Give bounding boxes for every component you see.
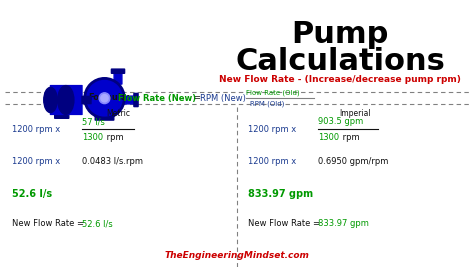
Text: 833.97 gpm: 833.97 gpm [318,219,369,229]
Text: Metric: Metric [106,109,130,118]
Text: 1200 rpm x: 1200 rpm x [12,158,60,167]
Circle shape [85,78,124,118]
Circle shape [101,95,108,102]
Text: Formula:: Formula: [88,93,130,103]
Text: 1200 rpm x: 1200 rpm x [248,124,296,134]
Text: rpm: rpm [104,132,124,142]
FancyBboxPatch shape [124,96,137,104]
FancyBboxPatch shape [111,69,125,73]
Text: 1300: 1300 [82,132,103,142]
Circle shape [99,93,110,104]
Text: Flow Rate (Old): Flow Rate (Old) [246,90,300,96]
Text: RPM (Old): RPM (Old) [250,101,284,107]
Text: TheEngineeringMindset.com: TheEngineeringMindset.com [164,250,310,260]
Text: rpm: rpm [340,132,360,142]
FancyBboxPatch shape [55,113,69,118]
Text: 0.6950 gpm/rpm: 0.6950 gpm/rpm [318,158,388,167]
FancyBboxPatch shape [95,115,114,120]
Text: =: = [193,93,200,103]
Text: 1200 rpm x: 1200 rpm x [248,158,296,167]
Text: 833.97 gpm: 833.97 gpm [248,189,313,199]
Text: 57 l/s: 57 l/s [82,117,105,127]
FancyBboxPatch shape [114,70,122,84]
Text: New Flow Rate =: New Flow Rate = [248,219,323,229]
Text: New Flow Rate - (Increase/decrease pump rpm): New Flow Rate - (Increase/decrease pump … [219,75,461,84]
Text: Calculations: Calculations [235,47,445,76]
Text: New Flow Rate =: New Flow Rate = [12,219,87,229]
FancyBboxPatch shape [51,86,82,115]
Text: 0.0483 l/s.rpm: 0.0483 l/s.rpm [82,158,143,167]
FancyBboxPatch shape [134,93,138,107]
Text: RPM (New): RPM (New) [200,93,246,103]
Text: Pump: Pump [292,20,389,49]
FancyBboxPatch shape [82,96,91,104]
Text: 1300: 1300 [318,132,339,142]
Text: Imperial: Imperial [339,109,371,118]
Ellipse shape [58,86,74,114]
Text: 52.6 l/s: 52.6 l/s [82,219,113,229]
Text: 52.6 l/s: 52.6 l/s [12,189,52,199]
Text: 1200 rpm x: 1200 rpm x [12,124,60,134]
Text: 903.5 gpm: 903.5 gpm [318,117,363,127]
Text: Flow Rate (New): Flow Rate (New) [118,93,196,103]
Ellipse shape [44,87,57,113]
